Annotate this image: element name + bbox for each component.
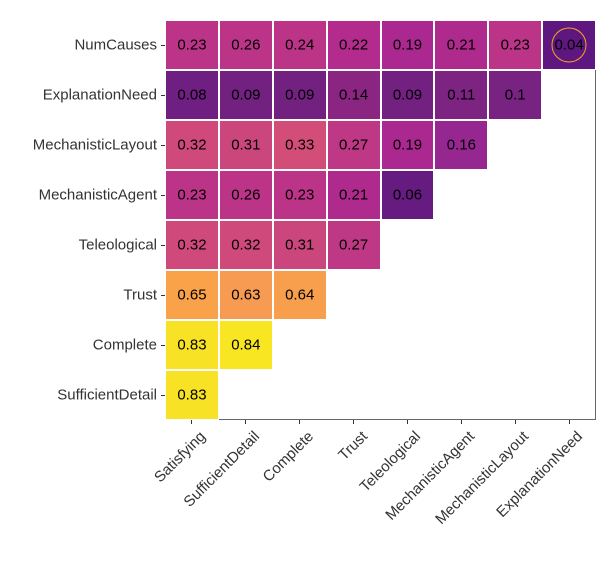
heatmap-cell-value: 0.23 [177,37,206,54]
heatmap-cell-value: 0.08 [177,87,206,104]
y-axis-label: MechanisticAgent [0,187,157,204]
x-tick [353,420,354,424]
heatmap-cell-value: 0.16 [447,137,476,154]
heatmap-cell-value: 0.65 [177,287,206,304]
heatmap-cell-value: 0.32 [177,137,206,154]
heatmap-cell-value: 0.31 [285,237,314,254]
x-tick [461,420,462,424]
y-tick [161,45,165,46]
x-axis-label: MechanisticLayout [432,428,532,528]
x-axis-label: Trust [335,428,371,464]
y-axis-label: Teleological [0,237,157,254]
heatmap-cell-value: 0.83 [177,387,206,404]
heatmap-cell-value: 0.21 [447,37,476,54]
y-axis-label: NumCauses [0,37,157,54]
heatmap-cell-value: 0.09 [231,87,260,104]
y-axis-label: Trust [0,287,157,304]
y-tick [161,95,165,96]
heatmap-cell-value: 0.24 [285,37,314,54]
heatmap-cell-value: 0.11 [447,87,475,104]
x-tick [245,420,246,424]
heatmap-cell-value: 0.31 [231,137,260,154]
heatmap-cell-value: 0.33 [285,137,314,154]
heatmap-cell-value: 0.27 [339,137,368,154]
y-tick [161,245,165,246]
heatmap-cell-value: 0.64 [285,287,314,304]
heatmap-cell-value: 0.21 [339,187,368,204]
y-axis-label: SufficientDetail [0,387,157,404]
y-tick [161,195,165,196]
heatmap-cell-value: 0.19 [393,37,422,54]
heatmap-cell-value: 0.63 [231,287,260,304]
heatmap-cell-value: 0.09 [285,87,314,104]
heatmap-cell-value: 0.83 [177,337,206,354]
x-tick [191,420,192,424]
y-tick [161,145,165,146]
x-tick [407,420,408,424]
heatmap-cell-value: 0.09 [393,87,422,104]
heatmap-cell-value: 0.27 [339,237,368,254]
x-tick [515,420,516,424]
y-tick [161,395,165,396]
highlight-circle [552,28,587,63]
correlation-heatmap-figure: 0.230.260.240.220.190.210.230.040.080.09… [0,0,616,578]
heatmap-cell-value: 0.22 [339,37,368,54]
heatmap-cell-value: 0.23 [501,37,530,54]
x-tick [299,420,300,424]
heatmap-cell-value: 0.19 [393,137,422,154]
y-tick [161,295,165,296]
heatmap-cell-value: 0.84 [231,337,260,354]
x-axis-label: Complete [259,428,316,485]
y-axis-label: Complete [0,337,157,354]
heatmap-cell-value: 0.14 [339,87,368,104]
heatmap-cell-value: 0.26 [231,187,260,204]
heatmap-cell-value: 0.06 [393,187,422,204]
heatmap-cell-value: 0.23 [285,187,314,204]
y-axis-label: MechanisticLayout [0,137,157,154]
heatmap-cell-value: 0.32 [231,237,260,254]
y-tick [161,345,165,346]
heatmap-cell-value: 0.23 [177,187,206,204]
heatmap-cell-value: 0.32 [177,237,206,254]
heatmap-cell-value: 0.26 [231,37,260,54]
heatmap-cell-value: 0.1 [505,87,526,104]
y-axis-label: ExplanationNeed [0,87,157,104]
x-tick [569,420,570,424]
